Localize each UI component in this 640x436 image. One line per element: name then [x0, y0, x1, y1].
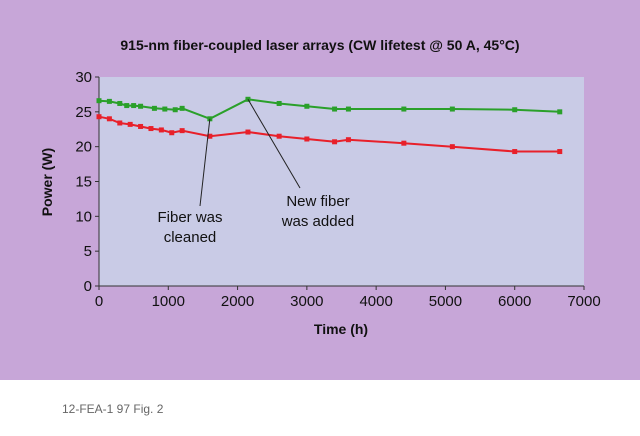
y-tick-label: 10 [75, 208, 92, 225]
series-0-point [179, 105, 185, 111]
series-0-point [332, 106, 338, 112]
series-1-point [512, 149, 518, 155]
figure-caption: 12-FEA-1 97 Fig. 2 [62, 402, 164, 416]
series-1-point [276, 133, 282, 139]
series-0-point [106, 98, 112, 104]
x-tick-label: 3000 [290, 293, 323, 310]
x-tick-label: 5000 [429, 293, 462, 310]
series-0-point [304, 103, 310, 109]
series-1-point [138, 123, 144, 129]
series-1-point [158, 127, 164, 133]
series-1-point [127, 121, 133, 127]
x-tick-label: 1000 [152, 293, 185, 310]
x-tick-label: 0 [95, 293, 103, 310]
series-1-point [169, 130, 175, 136]
x-axis-label: Time (h) [314, 321, 368, 337]
series-0-point [401, 106, 407, 112]
series-1-point [117, 120, 123, 126]
series-layer [96, 96, 563, 155]
x-tick-label: 2000 [221, 293, 254, 310]
chart-title: 915-nm fiber-coupled laser arrays (CW li… [120, 37, 519, 53]
y-tick-label: 5 [84, 243, 92, 260]
plot-area [99, 77, 584, 286]
y-tick-label: 0 [84, 278, 92, 295]
series-1-point [106, 116, 112, 122]
series-0-point [172, 107, 178, 113]
y-tick-label: 15 [75, 174, 92, 191]
annotation-layer: Fiber was cleaned New fiber was added [157, 99, 354, 246]
series-1-point [557, 149, 563, 155]
series-1-point [179, 128, 185, 134]
annotation-leader-line [247, 99, 301, 189]
annotation-text-line: was added [281, 213, 355, 230]
y-axis-label: Power (W) [39, 148, 55, 216]
y-tick-label: 30 [75, 69, 92, 86]
series-1-point [245, 129, 251, 135]
annotation-0: Fiber was cleaned [157, 118, 223, 246]
series-1-point [401, 140, 407, 146]
series-1-point [449, 144, 455, 150]
series-0-point [96, 98, 102, 104]
x-tick-label: 4000 [359, 293, 392, 310]
series-0-point [345, 106, 351, 112]
series-0-point [117, 100, 123, 106]
series-0-point [151, 105, 157, 111]
annotation-text-line: cleaned [164, 229, 217, 246]
series-0-point [512, 107, 518, 113]
x-tick-label: 7000 [567, 293, 600, 310]
annotation-text-line: Fiber was [157, 209, 222, 226]
series-1-point [332, 139, 338, 145]
series-0-point [449, 106, 455, 112]
series-1-point [304, 136, 310, 142]
x-tick-label: 6000 [498, 293, 531, 310]
series-0-point [162, 106, 168, 112]
series-0-point [131, 103, 137, 109]
y-tick-label: 20 [75, 139, 92, 156]
series-1-point [207, 133, 213, 139]
series-0-point [138, 103, 144, 109]
series-1-point [345, 137, 351, 143]
annotation-leader-line [199, 118, 211, 207]
chart: 915-nm fiber-coupled laser arrays (CW li… [39, 37, 601, 337]
series-1-point [148, 126, 154, 132]
series-0-point [276, 100, 282, 106]
y-ticks: 0 5 10 15 20 25 30 [75, 69, 99, 295]
series-1-point [96, 114, 102, 120]
x-ticks: 0 1000 2000 3000 4000 5000 6000 7000 [95, 286, 601, 310]
annotation-1: New fiber was added [247, 99, 355, 230]
y-tick-label: 25 [75, 104, 92, 121]
series-0-point [124, 103, 130, 109]
series-0-point [557, 109, 563, 115]
annotation-text-line: New fiber [286, 193, 349, 210]
